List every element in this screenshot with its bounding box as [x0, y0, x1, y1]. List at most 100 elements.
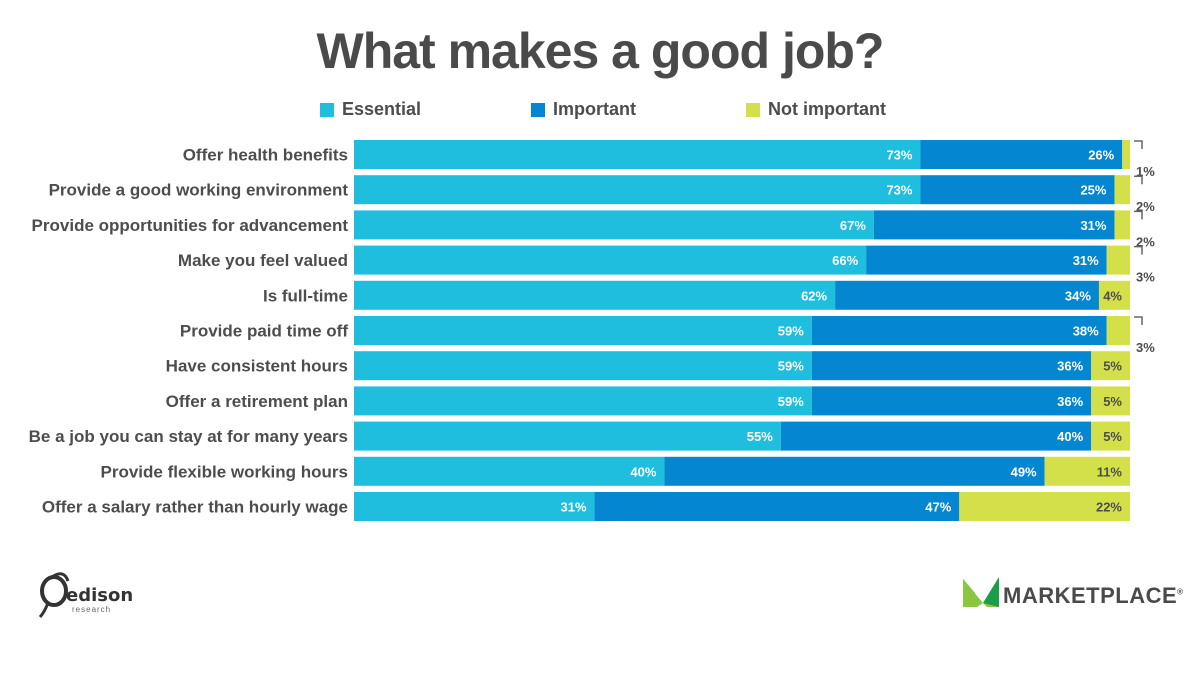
bar-important [780, 421, 1092, 451]
legend: Essential Important Not important [0, 99, 1200, 123]
category-label: Make you feel valued [178, 251, 348, 270]
bar-not-important [1114, 210, 1130, 240]
data-label: 5% [1103, 394, 1122, 409]
data-label: 3% [1136, 270, 1155, 285]
data-label: 5% [1103, 359, 1122, 374]
stacked-bar-chart: Offer health benefits 73% 26% 1% Provide a g… [29, 140, 1155, 521]
bar-not-important [1091, 421, 1130, 451]
data-label: 40% [1057, 429, 1083, 444]
data-label: 22% [1096, 500, 1122, 515]
edison-logo-subtext: research [72, 605, 112, 614]
data-label: 5% [1103, 429, 1122, 444]
data-label: 25% [1080, 183, 1106, 198]
bar-not-important [959, 492, 1130, 521]
data-label: 4% [1103, 288, 1122, 303]
data-label: 38% [1073, 324, 1099, 339]
bar-essential [354, 280, 836, 310]
label-bracket [1134, 175, 1143, 185]
data-label: 55% [747, 429, 773, 444]
bar-essential [354, 140, 921, 169]
data-label: 66% [832, 253, 858, 268]
bar-not-important [1106, 316, 1130, 345]
label-bracket [1134, 140, 1143, 149]
legend-label: Not important [768, 99, 886, 119]
legend-swatch [320, 102, 334, 117]
bar-important [594, 492, 960, 521]
legend-item-not-important: Not important [746, 99, 886, 120]
data-label: 36% [1057, 394, 1083, 409]
data-label: 49% [1011, 464, 1037, 479]
label-bracket [1134, 210, 1143, 220]
bar-important [811, 316, 1107, 345]
data-label: 59% [778, 394, 804, 409]
data-label: 2% [1136, 199, 1155, 214]
category-label: Provide a good working environment [49, 181, 349, 200]
marketplace-logo-icon [963, 577, 999, 607]
legend-item-important: Important [531, 99, 636, 120]
marketplace-wordmark: MARKETPLACE [1003, 583, 1178, 608]
data-label: 73% [886, 148, 912, 163]
bar-essential [354, 492, 595, 521]
marketplace-logo: MARKETPLACE® [963, 573, 1183, 613]
data-label: 1% [1136, 164, 1155, 179]
data-label: 47% [925, 500, 951, 515]
data-label: 59% [778, 324, 804, 339]
data-label: 73% [886, 183, 912, 198]
category-label: Provide flexible working hours [101, 462, 349, 481]
registered-mark: ® [1177, 587, 1184, 597]
edison-logo-text: edison [66, 585, 134, 606]
bar-important [866, 245, 1107, 275]
bar-important [920, 140, 1123, 169]
data-label: 31% [1073, 253, 1099, 268]
legend-label: Essential [342, 99, 422, 119]
bar-essential [354, 175, 921, 205]
bar-important [664, 456, 1045, 486]
legend-label: Important [553, 99, 636, 119]
label-bracket [1134, 245, 1143, 255]
category-label: Have consistent hours [166, 357, 348, 376]
chart-title: What makes a good job? [316, 23, 885, 79]
category-label: Offer a retirement plan [166, 392, 348, 411]
data-label: 31% [561, 500, 587, 515]
data-label: 2% [1136, 234, 1155, 249]
data-label: 31% [1080, 218, 1106, 233]
legend-swatch [746, 102, 760, 117]
data-label: 59% [778, 359, 804, 374]
bar-important [811, 386, 1092, 416]
label-bracket [1134, 316, 1143, 325]
data-label: 36% [1057, 359, 1083, 374]
category-label: Is full-time [263, 286, 348, 305]
data-label: 67% [840, 218, 866, 233]
bar-not-important [1091, 386, 1130, 416]
category-label: Offer a salary rather than hourly wage [42, 498, 348, 517]
marketplace-logo-text: MARKETPLACE® [1003, 583, 1184, 609]
bar-not-important [1098, 280, 1130, 310]
data-label: 26% [1088, 148, 1114, 163]
bar-not-important [1091, 351, 1130, 381]
category-label: Be a job you can stay at for many years [29, 427, 348, 446]
bar-essential [354, 245, 867, 275]
bar-essential [354, 316, 812, 345]
category-label: Provide opportunities for advancement [32, 216, 349, 235]
bar-important [920, 175, 1115, 205]
bar-not-important [1122, 140, 1130, 169]
legend-swatch [531, 102, 545, 117]
bar-essential [354, 351, 812, 381]
bar-essential [354, 386, 812, 416]
bar-essential [354, 210, 874, 240]
category-label: Offer health benefits [183, 146, 348, 165]
edison-research-logo: edison research [38, 571, 148, 621]
data-label: 40% [630, 464, 656, 479]
edison-logo-icon [38, 572, 70, 619]
bar-not-important [1106, 245, 1130, 275]
bar-important [835, 280, 1099, 310]
data-label: 34% [1065, 288, 1091, 303]
data-label: 11% [1097, 464, 1123, 479]
bar-important [811, 351, 1092, 381]
bar-not-important [1044, 456, 1130, 486]
bar-important [873, 210, 1115, 240]
legend-item-essential: Essential [320, 99, 421, 120]
data-label: 62% [801, 288, 827, 303]
category-label: Provide paid time off [180, 322, 348, 341]
bar-not-important [1114, 175, 1130, 205]
